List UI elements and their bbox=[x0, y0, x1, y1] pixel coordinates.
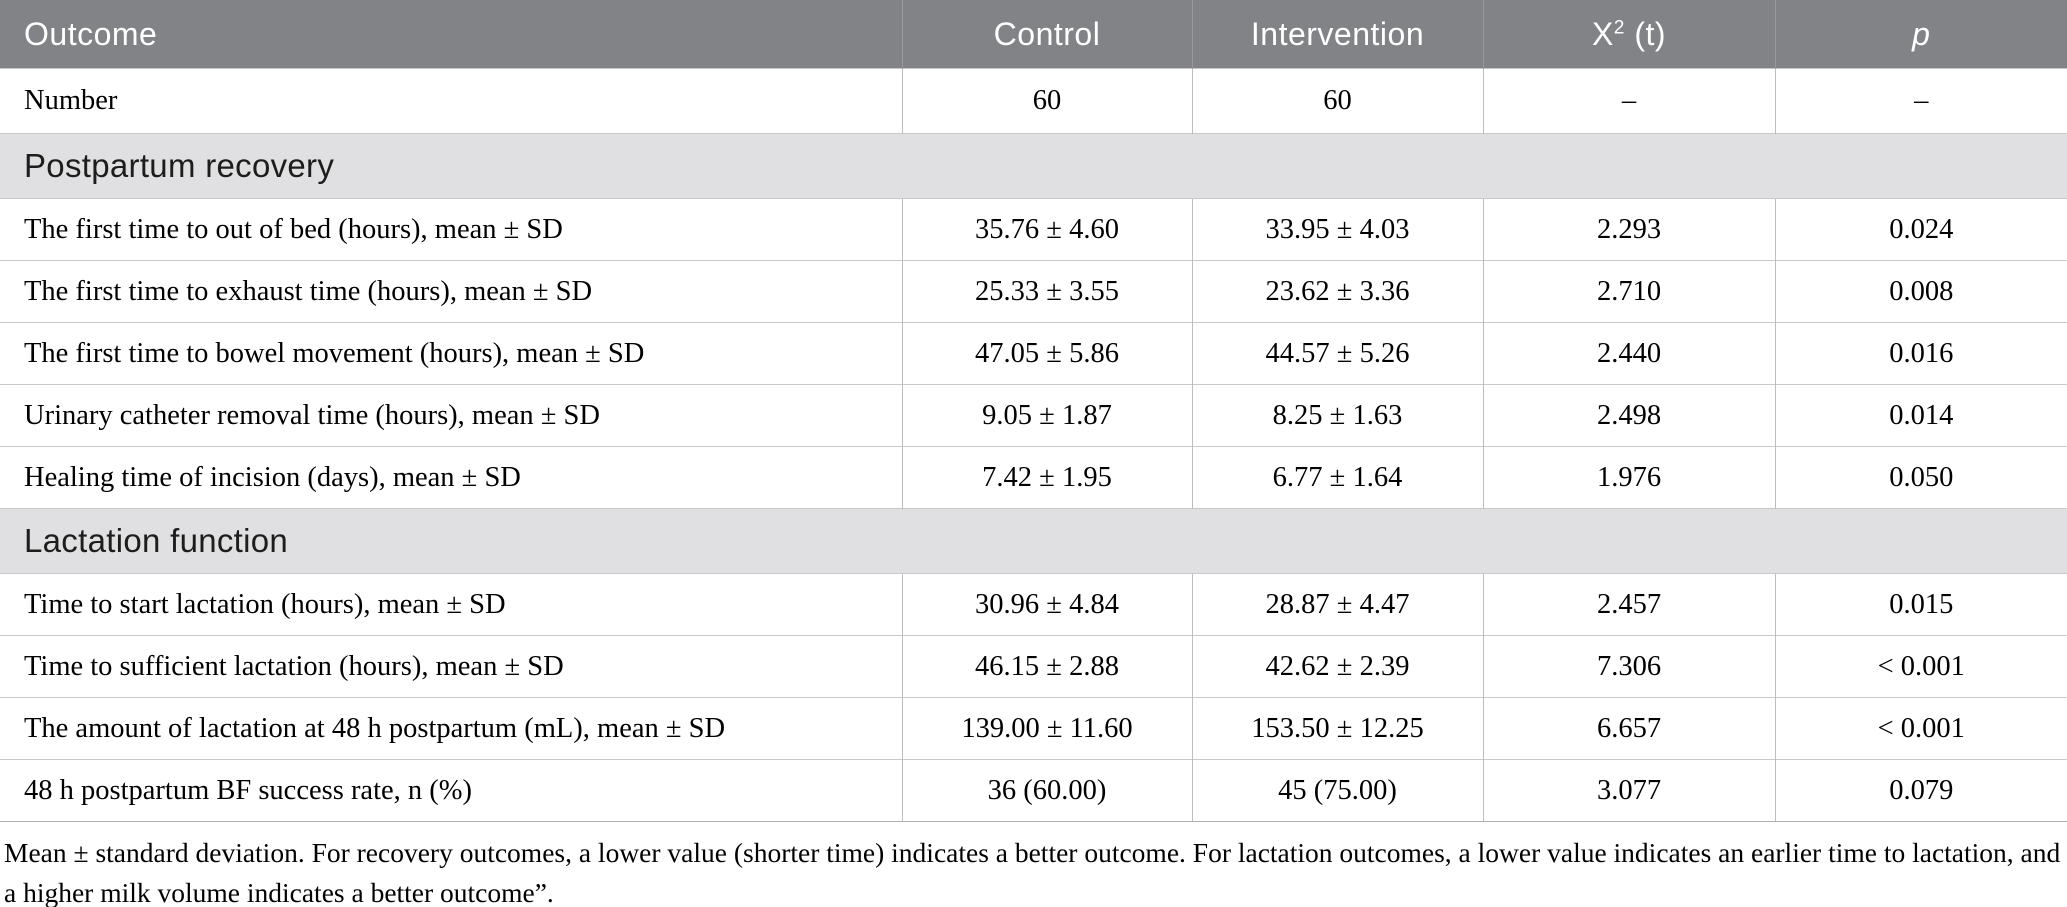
section-title: Lactation function bbox=[0, 508, 2067, 574]
outcome-label: The amount of lactation at 48 h postpart… bbox=[0, 697, 902, 760]
superscript-2: 2 bbox=[1613, 16, 1625, 38]
p-value: < 0.001 bbox=[1774, 697, 2067, 760]
intervention-value: 45 (75.00) bbox=[1191, 759, 1483, 822]
table-header-row: Outcome Control Intervention X2 (t) p bbox=[0, 0, 2067, 69]
control-value: 35.76 ± 4.60 bbox=[901, 198, 1192, 261]
control-value: 30.96 ± 4.84 bbox=[901, 573, 1192, 636]
statistic-value: 2.440 bbox=[1482, 322, 1775, 385]
intervention-value: 6.77 ± 1.64 bbox=[1191, 446, 1483, 509]
outcome-label: The first time to exhaust time (hours), … bbox=[0, 260, 902, 323]
outcome-label: Time to sufficient lactation (hours), me… bbox=[0, 635, 902, 698]
statistic-value: 6.657 bbox=[1482, 697, 1775, 760]
intervention-value: 23.62 ± 3.36 bbox=[1191, 260, 1483, 323]
statistic-value: 2.293 bbox=[1482, 198, 1775, 261]
control-value: 9.05 ± 1.87 bbox=[901, 384, 1192, 447]
statistic-value: 2.498 bbox=[1482, 384, 1775, 447]
control-value: 36 (60.00) bbox=[901, 759, 1192, 822]
table-row: The amount of lactation at 48 h postpart… bbox=[0, 697, 2067, 760]
control-value: 47.05 ± 5.86 bbox=[901, 322, 1192, 385]
table-row: The first time to out of bed (hours), me… bbox=[0, 198, 2067, 261]
intervention-value: 153.50 ± 12.25 bbox=[1191, 697, 1483, 760]
p-value: 0.016 bbox=[1774, 322, 2067, 385]
intervention-value: 44.57 ± 5.26 bbox=[1191, 322, 1483, 385]
control-value: 7.42 ± 1.95 bbox=[901, 446, 1192, 509]
column-header-outcome: Outcome bbox=[0, 0, 902, 69]
outcome-label: Number bbox=[0, 68, 902, 134]
column-header-control: Control bbox=[901, 0, 1192, 69]
table-row: Time to sufficient lactation (hours), me… bbox=[0, 635, 2067, 698]
table-row: Healing time of incision (days), mean ± … bbox=[0, 446, 2067, 509]
p-value: 0.014 bbox=[1774, 384, 2067, 447]
p-value: < 0.001 bbox=[1774, 635, 2067, 698]
outcome-label: Urinary catheter removal time (hours), m… bbox=[0, 384, 902, 447]
p-value: 0.079 bbox=[1774, 759, 2067, 822]
statistic-value: 2.457 bbox=[1482, 573, 1775, 636]
section-header-lactation-function: Lactation function bbox=[0, 508, 2067, 574]
p-value: – bbox=[1774, 68, 2067, 134]
column-header-statistic: X2 (t) bbox=[1482, 0, 1775, 69]
statistic-value: – bbox=[1482, 68, 1775, 134]
section-title: Postpartum recovery bbox=[0, 133, 2067, 199]
control-value: 25.33 ± 3.55 bbox=[901, 260, 1192, 323]
table-row: The first time to exhaust time (hours), … bbox=[0, 260, 2067, 323]
column-header-p: p bbox=[1774, 0, 2067, 69]
intervention-value: 28.87 ± 4.47 bbox=[1191, 573, 1483, 636]
intervention-value: 33.95 ± 4.03 bbox=[1191, 198, 1483, 261]
intervention-value: 42.62 ± 2.39 bbox=[1191, 635, 1483, 698]
p-value: 0.008 bbox=[1774, 260, 2067, 323]
table-row-number: Number 60 60 – – bbox=[0, 68, 2067, 134]
intervention-value: 8.25 ± 1.63 bbox=[1191, 384, 1483, 447]
table-row: Urinary catheter removal time (hours), m… bbox=[0, 384, 2067, 447]
table-footnote: Mean ± standard deviation. For recovery … bbox=[4, 837, 2061, 907]
statistic-value: 7.306 bbox=[1482, 635, 1775, 698]
table-row: Time to start lactation (hours), mean ± … bbox=[0, 573, 2067, 636]
table-row: The first time to bowel movement (hours)… bbox=[0, 322, 2067, 385]
statistic-value: 3.077 bbox=[1482, 759, 1775, 822]
section-header-postpartum-recovery: Postpartum recovery bbox=[0, 133, 2067, 199]
outcome-label: Healing time of incision (days), mean ± … bbox=[0, 446, 902, 509]
outcome-label: 48 h postpartum BF success rate, n (%) bbox=[0, 759, 902, 822]
intervention-value: 60 bbox=[1191, 68, 1483, 134]
outcome-label: Time to start lactation (hours), mean ± … bbox=[0, 573, 902, 636]
p-value: 0.015 bbox=[1774, 573, 2067, 636]
outcome-label: The first time to bowel movement (hours)… bbox=[0, 322, 902, 385]
control-value: 46.15 ± 2.88 bbox=[901, 635, 1192, 698]
p-value: 0.024 bbox=[1774, 198, 2067, 261]
p-value: 0.050 bbox=[1774, 446, 2067, 509]
outcome-label: The first time to out of bed (hours), me… bbox=[0, 198, 902, 261]
outcomes-table: Outcome Control Intervention X2 (t) p Nu… bbox=[0, 0, 2067, 822]
table-row: 48 h postpartum BF success rate, n (%) 3… bbox=[0, 759, 2067, 822]
control-value: 60 bbox=[901, 68, 1192, 134]
control-value: 139.00 ± 11.60 bbox=[901, 697, 1192, 760]
column-header-intervention: Intervention bbox=[1191, 0, 1483, 69]
statistic-value: 2.710 bbox=[1482, 260, 1775, 323]
statistic-value: 1.976 bbox=[1482, 446, 1775, 509]
